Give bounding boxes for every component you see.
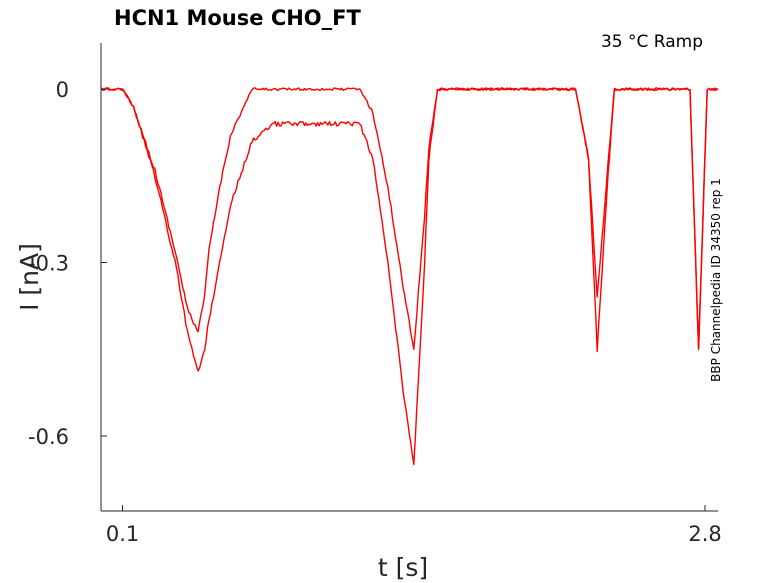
chart-title: HCN1 Mouse CHO_FT <box>114 6 361 30</box>
x-axis-label: t [s] <box>378 553 428 582</box>
axes <box>100 43 718 512</box>
x-tick-label: 2.8 <box>688 522 721 546</box>
y-tick-label: 0 <box>56 78 69 102</box>
y-tick-label: -0.3 <box>28 252 69 276</box>
y-tick-label: -0.6 <box>28 425 69 449</box>
x-tick-label: 0.1 <box>106 522 139 546</box>
current-trace-1 <box>100 87 719 350</box>
current-trace-2 <box>100 87 719 466</box>
condition-label: 35 °C Ramp <box>601 32 703 52</box>
y-axis-label: I [nA] <box>15 243 44 311</box>
ticks: 0.1 2.8 0 -0.3 -0.6 <box>28 78 722 546</box>
channelpedia-id-label: BBP Channelpedia ID 34350 rep 1 <box>709 178 723 382</box>
traces <box>100 87 719 466</box>
